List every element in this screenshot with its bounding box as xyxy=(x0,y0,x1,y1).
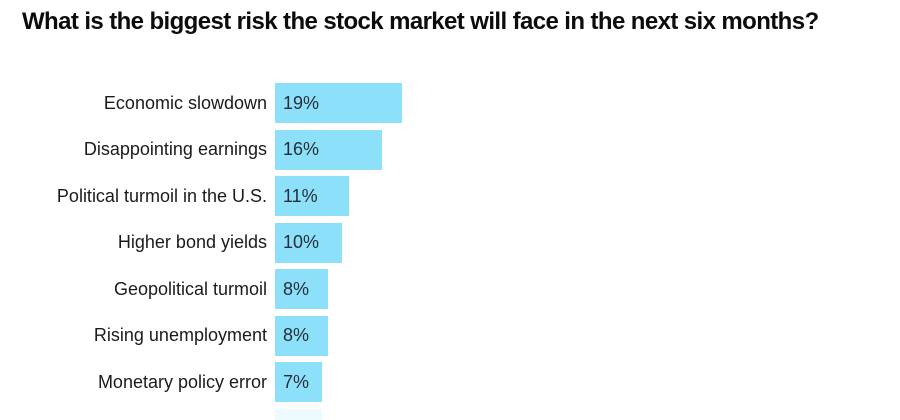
bar: 8% xyxy=(275,315,329,356)
bar: 7% xyxy=(275,362,322,402)
bar-row: Political turmoil in the U.S. 11% xyxy=(0,176,402,216)
bar-chart: Economic slowdown 19% Disappointing earn… xyxy=(0,83,402,409)
category-label: Economic slowdown xyxy=(103,92,267,113)
value-label: 7% xyxy=(283,371,310,392)
chart-title: What is the biggest risk the stock marke… xyxy=(22,8,819,35)
bar-row: Higher bond yields 10% xyxy=(0,222,402,263)
bar: 8% xyxy=(275,269,329,309)
value-label: 11% xyxy=(283,185,318,206)
bar-row: Disappointing earnings 16% xyxy=(0,129,402,170)
category-label: Higher bond yields xyxy=(117,232,267,252)
bar-row: Monetary policy error 7% xyxy=(0,362,402,402)
bar-row: Economic slowdown 19% xyxy=(0,83,402,123)
bar: 11% xyxy=(275,176,349,216)
category-label: Political turmoil in the U.S. xyxy=(56,185,267,206)
value-label: 19% xyxy=(283,92,320,113)
bar-row: Geopolitical turmoil 8% xyxy=(0,269,402,309)
category-label: Geopolitical turmoil xyxy=(113,278,267,299)
value-label: 8% xyxy=(283,325,310,345)
category-label: Monetary policy error xyxy=(97,371,267,392)
category-label: Disappointing earnings xyxy=(83,139,267,159)
category-label: Rising unemployment xyxy=(93,325,267,345)
bar: 16% xyxy=(275,129,382,170)
value-label: 16% xyxy=(283,139,320,159)
cutoff-bar-hint xyxy=(275,409,322,420)
value-label: 8% xyxy=(283,278,310,299)
bar-row: Rising unemployment 8% xyxy=(0,315,402,356)
value-label: 10% xyxy=(283,232,320,252)
bar: 10% xyxy=(275,222,342,263)
bar: 19% xyxy=(275,83,402,123)
